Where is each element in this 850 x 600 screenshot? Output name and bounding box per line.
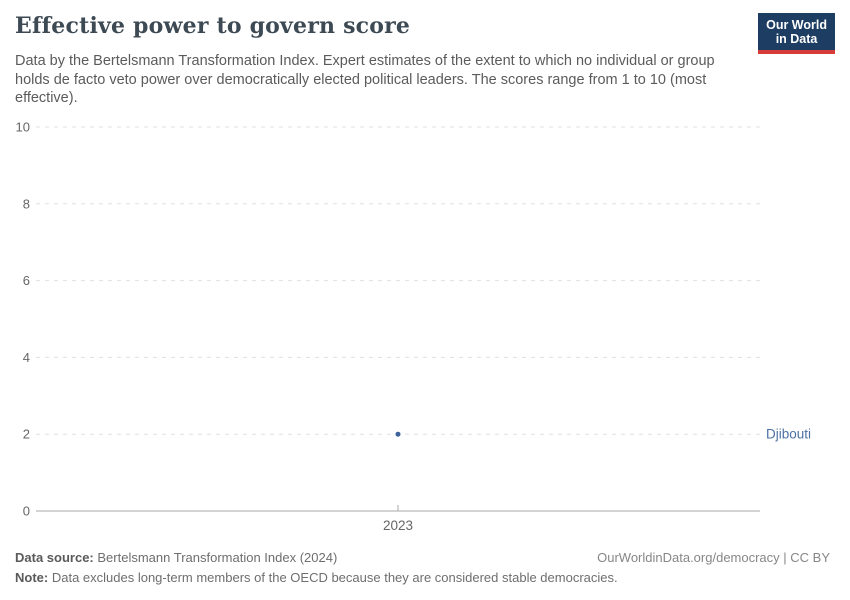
note-value: Data excludes long-term members of the O… [51, 570, 618, 585]
page-title: Effective power to govern score [15, 13, 411, 39]
y-tick-label-2: 2 [23, 427, 30, 442]
y-tick-label-4: 4 [23, 350, 30, 365]
chart-subtitle: Data by the Bertelsmann Transformation I… [15, 53, 715, 106]
y-tick-label-6: 6 [23, 273, 30, 288]
y-tick-label-10: 10 [16, 120, 30, 135]
entity-label-djibouti[interactable]: Djibouti [766, 427, 811, 442]
note-label: Note: [15, 570, 49, 585]
owid-logo-line1: Our World [766, 18, 827, 32]
x-tick-label: 2023 [383, 518, 413, 533]
data-source-line: Data source: Bertelsmann Transformation … [15, 548, 830, 568]
owid-logo-line2: in Data [775, 32, 818, 46]
owid-logo[interactable]: Our World in Data [758, 13, 835, 54]
y-tick-label-8: 8 [23, 196, 30, 211]
rights-link[interactable]: OurWorldinData.org/democracy | CC BY [597, 550, 830, 565]
data-source-value: Bertelsmann Transformation Index (2024) [97, 550, 338, 565]
data-source-label: Data source: [15, 550, 94, 565]
chart-footer: Data source: Bertelsmann Transformation … [15, 548, 830, 588]
note-line: Note: Data excludes long-term members of… [15, 568, 830, 588]
y-tick-label-0: 0 [23, 504, 30, 519]
data-point-djibouti[interactable] [395, 431, 401, 437]
